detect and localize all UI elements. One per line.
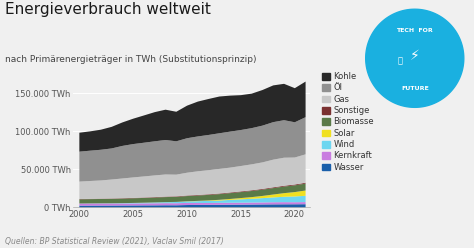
Text: Energieverbrauch weltweit: Energieverbrauch weltweit (5, 2, 210, 17)
Text: TECH  FOR: TECH FOR (396, 28, 433, 33)
Text: FUTURE: FUTURE (401, 86, 428, 91)
Text: Quellen: BP Statistical Review (2021), Vaclav Smil (2017): Quellen: BP Statistical Review (2021), V… (5, 237, 223, 246)
Text: ⚡: ⚡ (410, 49, 419, 63)
Polygon shape (366, 9, 464, 107)
Legend: Kohle, Öl, Gas, Sonstige, Biomasse, Solar, Wind, Kernkraft, Wasser: Kohle, Öl, Gas, Sonstige, Biomasse, Sola… (322, 72, 374, 172)
Text: nach Primärenergieträger in TWh (Substitutionsprinzip): nach Primärenergieträger in TWh (Substit… (5, 55, 256, 63)
Text: 🌿: 🌿 (397, 56, 402, 65)
